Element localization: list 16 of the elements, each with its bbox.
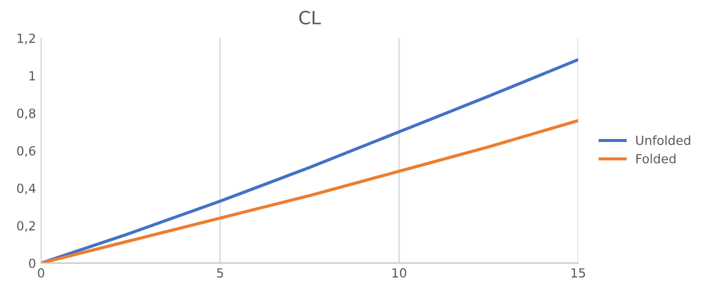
x-tick-label: 5	[217, 268, 223, 278]
legend-label: Unfolded	[636, 135, 690, 146]
line-series	[41, 119, 578, 264]
line-series	[41, 58, 578, 264]
y-tick-label: 1,2	[18, 34, 35, 44]
x-tick-label: 15	[572, 268, 586, 278]
x-tick-label: 10	[392, 268, 406, 278]
y-tick-label: 0,2	[17, 221, 35, 232]
legend-label: Folded	[636, 154, 676, 164]
x-tick-label: 0	[38, 268, 44, 278]
y-tick-label: 0	[29, 258, 36, 268]
chart-title: CL	[299, 10, 321, 24]
y-tick-label: 0,6	[17, 146, 36, 157]
y-tick-label: 1	[30, 71, 36, 80]
y-tick-label: 0,8	[17, 108, 36, 120]
y-tick-label: 0,4	[17, 184, 36, 194]
